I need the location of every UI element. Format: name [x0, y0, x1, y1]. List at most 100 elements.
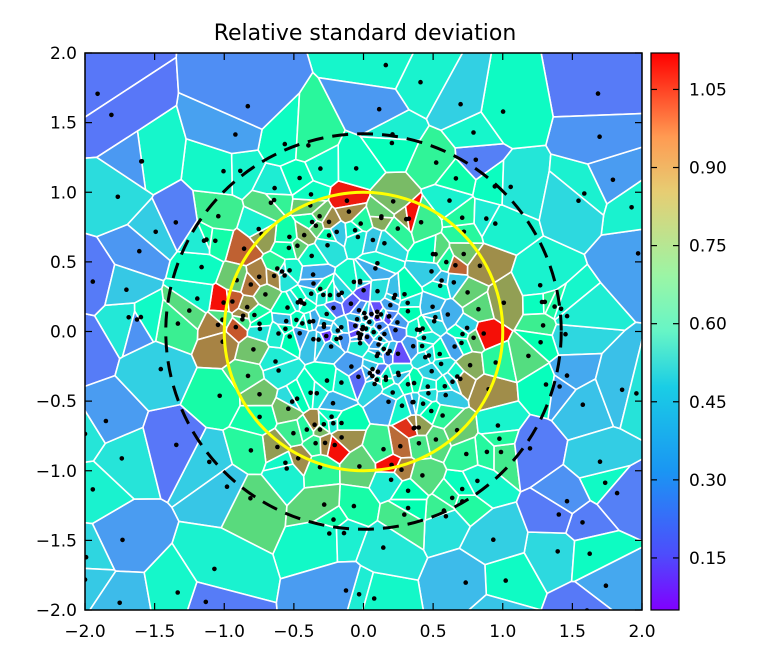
sample-point: [406, 216, 412, 221]
sample-point: [438, 361, 444, 367]
sample-point: [374, 314, 380, 320]
sample-point: [326, 219, 332, 225]
sample-point: [437, 351, 443, 357]
sample-point: [501, 300, 507, 306]
sample-point: [539, 299, 545, 305]
sample-point: [423, 354, 428, 360]
sample-point: [248, 496, 253, 501]
voronoi-cell: [387, 323, 408, 343]
sample-point: [493, 221, 498, 226]
sample-point: [175, 321, 181, 326]
sample-point: [459, 340, 464, 346]
sample-point: [377, 336, 383, 342]
sample-point: [317, 464, 323, 470]
sample-point: [355, 234, 361, 240]
sample-point: [459, 215, 465, 220]
voronoi-cell: [311, 379, 330, 410]
sample-point: [580, 520, 585, 525]
sample-point: [405, 488, 411, 494]
sample-point: [430, 304, 435, 310]
sample-point: [318, 166, 323, 171]
colorbar-tick-label: 0.60: [689, 315, 727, 335]
voronoi-cell: [528, 463, 592, 515]
sample-point: [451, 280, 457, 285]
sample-point: [321, 422, 327, 427]
sample-point: [371, 329, 377, 335]
sample-point: [564, 498, 570, 504]
sample-point: [443, 514, 449, 519]
sample-point: [358, 221, 364, 226]
x-tick-label: −1.5: [134, 622, 175, 642]
sample-point: [348, 301, 354, 307]
voronoi-cell: [175, 53, 314, 131]
sample-point: [313, 440, 318, 446]
sample-point: [306, 143, 311, 148]
voronoi-cell: [143, 541, 198, 610]
sample-point: [405, 300, 411, 306]
sample-point: [327, 531, 332, 536]
sample-point: [119, 456, 125, 461]
sample-point: [344, 198, 350, 203]
sample-point: [328, 344, 334, 349]
y-tick-label: 2.0: [50, 44, 77, 64]
voronoi-cell: [570, 529, 642, 583]
sample-point: [275, 266, 280, 271]
sample-point: [418, 220, 424, 225]
sample-point: [610, 177, 616, 183]
sample-point: [416, 425, 422, 430]
sample-point: [109, 112, 114, 118]
sample-point: [85, 554, 89, 560]
sample-point: [367, 370, 373, 376]
sample-point: [317, 286, 323, 292]
sample-points: [85, 62, 641, 610]
voronoi-cell: [425, 53, 493, 132]
sample-point: [399, 403, 405, 409]
sample-point: [138, 314, 144, 320]
voronoi-cell: [336, 402, 372, 432]
sample-point: [287, 334, 293, 339]
sample-point: [321, 292, 326, 298]
sample-point: [308, 192, 314, 197]
sample-point: [354, 316, 360, 322]
sample-point: [405, 505, 411, 511]
sample-point: [325, 243, 330, 248]
sample-point: [495, 423, 501, 428]
x-tick-label: 1.0: [489, 622, 516, 642]
voronoi-cell: [85, 53, 178, 119]
sample-point: [381, 446, 386, 452]
sample-point: [339, 420, 344, 426]
sample-point: [276, 368, 281, 373]
sample-point: [257, 392, 262, 397]
y-tick-label: −1.0: [36, 462, 77, 482]
sample-point: [268, 200, 274, 206]
sample-point: [538, 340, 543, 345]
sample-point: [201, 238, 207, 243]
voronoi-cell: [247, 303, 272, 325]
plot-area: [85, 53, 642, 610]
sample-point: [357, 464, 362, 469]
sample-point: [216, 213, 221, 219]
sample-point: [388, 302, 393, 308]
voronoi-cell: [431, 403, 467, 430]
sample-point: [367, 319, 372, 325]
sample-point: [287, 234, 292, 240]
sample-point: [497, 436, 502, 442]
voronoi-cells: [85, 53, 642, 610]
sample-point: [556, 512, 562, 517]
sample-point: [603, 583, 609, 588]
sample-point: [331, 305, 336, 311]
colorbar-tick-label: 0.45: [689, 393, 727, 413]
sample-point: [212, 566, 217, 572]
sample-point: [564, 373, 570, 378]
sample-point: [465, 290, 470, 295]
sample-point: [335, 328, 341, 333]
sample-point: [481, 331, 487, 336]
sample-point: [476, 306, 481, 312]
sample-point: [416, 441, 422, 446]
sample-point: [332, 442, 338, 448]
sample-point: [117, 600, 122, 606]
sample-point: [349, 364, 354, 369]
sample-point: [375, 369, 381, 375]
sample-point: [431, 319, 437, 324]
sample-point: [230, 299, 235, 304]
